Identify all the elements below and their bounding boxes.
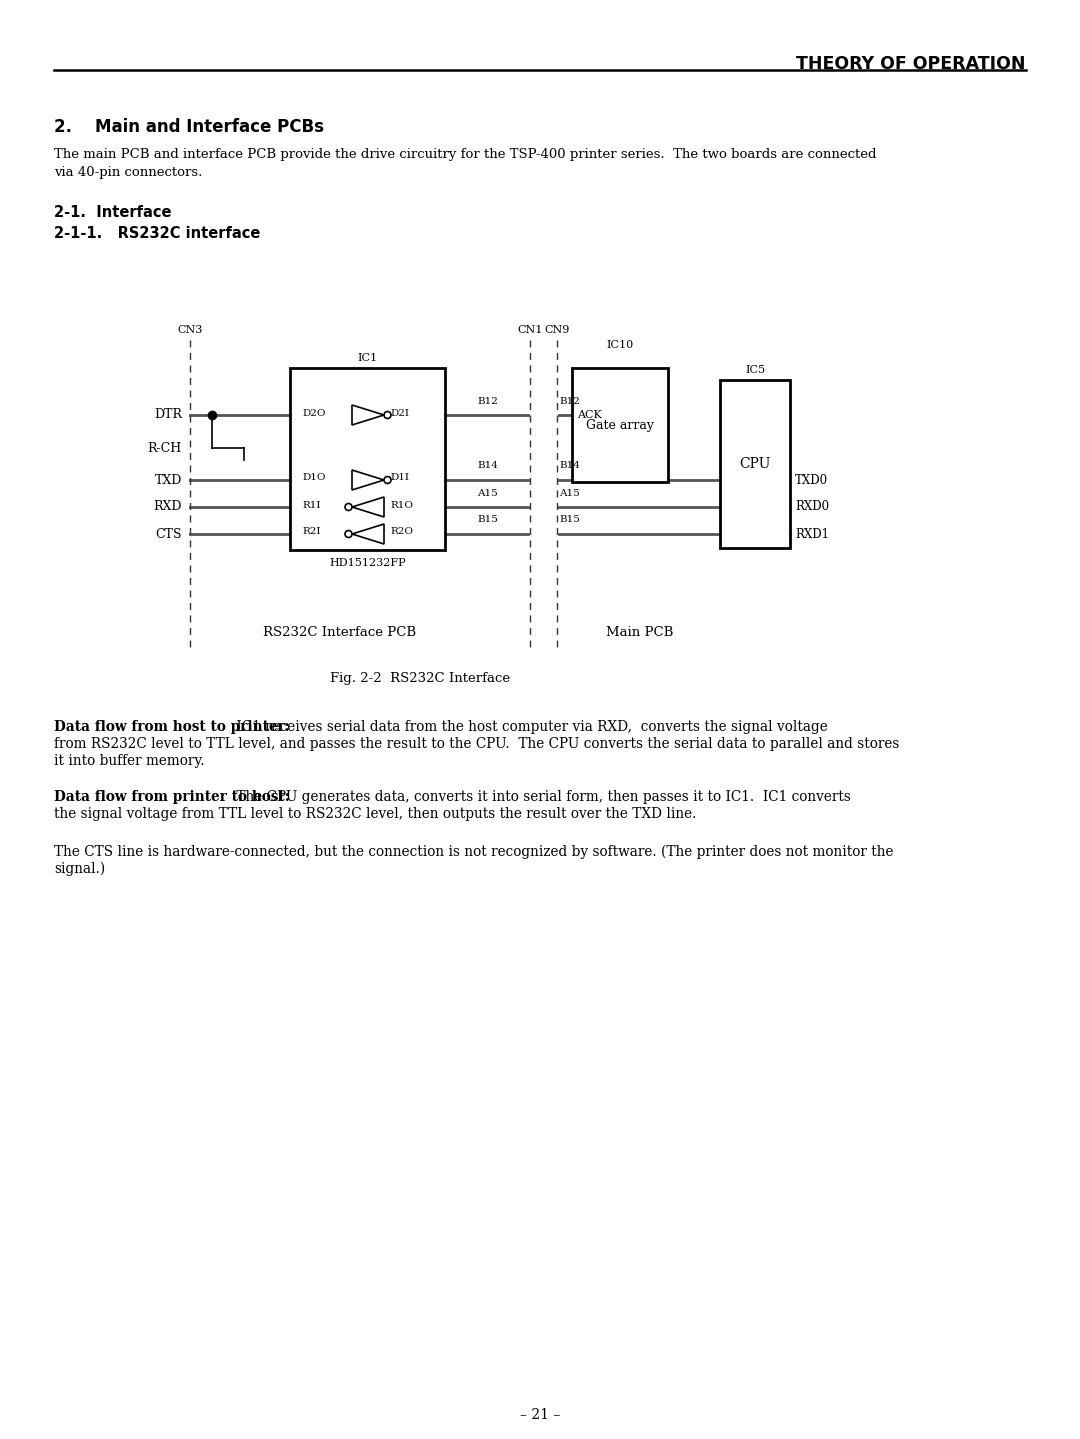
Text: Gate array: Gate array	[586, 419, 654, 432]
Text: B12: B12	[477, 397, 498, 406]
Text: IC5: IC5	[745, 366, 765, 376]
Text: RS232C Interface PCB: RS232C Interface PCB	[264, 626, 417, 639]
Text: R2O: R2O	[390, 528, 413, 537]
Text: it into buffer memory.: it into buffer memory.	[54, 754, 204, 768]
Text: D2O: D2O	[302, 409, 325, 417]
Text: D1O: D1O	[302, 473, 325, 482]
Text: – 21 –: – 21 –	[519, 1407, 561, 1422]
Text: Fig. 2-2  RS232C Interface: Fig. 2-2 RS232C Interface	[329, 672, 510, 685]
Text: B12: B12	[559, 397, 580, 406]
Text: IC10: IC10	[606, 340, 634, 350]
Text: CN1: CN1	[517, 325, 542, 335]
Bar	[291, 368, 445, 550]
Text: HD151232FP: HD151232FP	[329, 558, 406, 568]
Text: The main PCB and interface PCB provide the drive circuitry for the TSP-400 print: The main PCB and interface PCB provide t…	[54, 148, 877, 161]
Text: B14: B14	[477, 462, 498, 471]
Bar	[572, 368, 669, 482]
Text: A15: A15	[477, 488, 498, 498]
Text: The CPU generates data, converts it into serial form, then passes it to IC1.  IC: The CPU generates data, converts it into…	[232, 790, 851, 804]
Text: IC1 receives serial data from the host computer via RXD,  converts the signal vo: IC1 receives serial data from the host c…	[232, 720, 828, 734]
Text: TXD0: TXD0	[795, 473, 828, 486]
Text: B15: B15	[559, 515, 580, 524]
Text: D2I: D2I	[390, 409, 409, 417]
Text: A15: A15	[559, 488, 580, 498]
Text: R-CH: R-CH	[148, 442, 183, 455]
Text: Data flow from printer to host:: Data flow from printer to host:	[54, 790, 289, 804]
Text: CN9: CN9	[544, 325, 569, 335]
Text: signal.): signal.)	[54, 862, 105, 876]
Text: THEORY OF OPERATION: THEORY OF OPERATION	[797, 55, 1026, 73]
Text: CN3: CN3	[177, 325, 203, 335]
Text: 2.    Main and Interface PCBs: 2. Main and Interface PCBs	[54, 118, 324, 137]
Text: The CTS line is hardware-connected, but the connection is not recognized by soft: The CTS line is hardware-connected, but …	[54, 845, 893, 859]
Text: Data flow from host to printer:: Data flow from host to printer:	[54, 720, 289, 734]
Text: RXD1: RXD1	[795, 528, 829, 541]
Text: the signal voltage from TTL level to RS232C level, then outputs the result over : the signal voltage from TTL level to RS2…	[54, 807, 697, 822]
Text: B15: B15	[477, 515, 498, 524]
Text: from RS232C level to TTL level, and passes the result to the CPU.  The CPU conve: from RS232C level to TTL level, and pass…	[54, 737, 900, 751]
Text: CTS: CTS	[156, 528, 183, 541]
Text: ACK: ACK	[577, 410, 602, 420]
Text: RXD: RXD	[153, 501, 183, 514]
Text: R2I: R2I	[302, 528, 321, 537]
Text: Main PCB: Main PCB	[606, 626, 674, 639]
Text: CPU: CPU	[740, 458, 771, 471]
Text: via 40-pin connectors.: via 40-pin connectors.	[54, 165, 202, 178]
Text: 2-1-1.   RS232C interface: 2-1-1. RS232C interface	[54, 226, 260, 240]
Text: R1O: R1O	[390, 501, 413, 509]
Bar	[720, 380, 789, 548]
Text: IC1: IC1	[357, 353, 378, 363]
Text: DTR: DTR	[154, 409, 183, 422]
Text: 2-1.  Interface: 2-1. Interface	[54, 204, 172, 220]
Text: B14: B14	[559, 462, 580, 471]
Text: RXD0: RXD0	[795, 501, 829, 514]
Text: D1I: D1I	[390, 473, 409, 482]
Text: R1I: R1I	[302, 501, 321, 509]
Text: TXD: TXD	[154, 473, 183, 486]
